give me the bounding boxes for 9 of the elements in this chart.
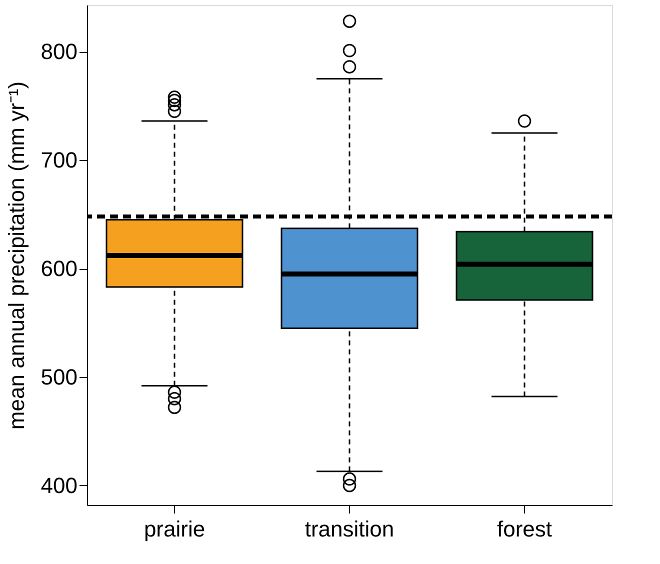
y-tick-label: 700 xyxy=(40,148,78,173)
x-tick-label: transition xyxy=(304,516,394,542)
y-tick-label: 500 xyxy=(40,364,78,390)
x-tick-label: prairie xyxy=(144,516,206,542)
x-tick-label: forest xyxy=(496,516,552,542)
y-tick-label: 800 xyxy=(40,39,78,64)
y-tick-label: 600 xyxy=(40,256,78,282)
y-axis-title: mean annual precipitation (mm yr⁻¹) xyxy=(4,81,29,430)
y-tick-label: 400 xyxy=(40,472,78,498)
